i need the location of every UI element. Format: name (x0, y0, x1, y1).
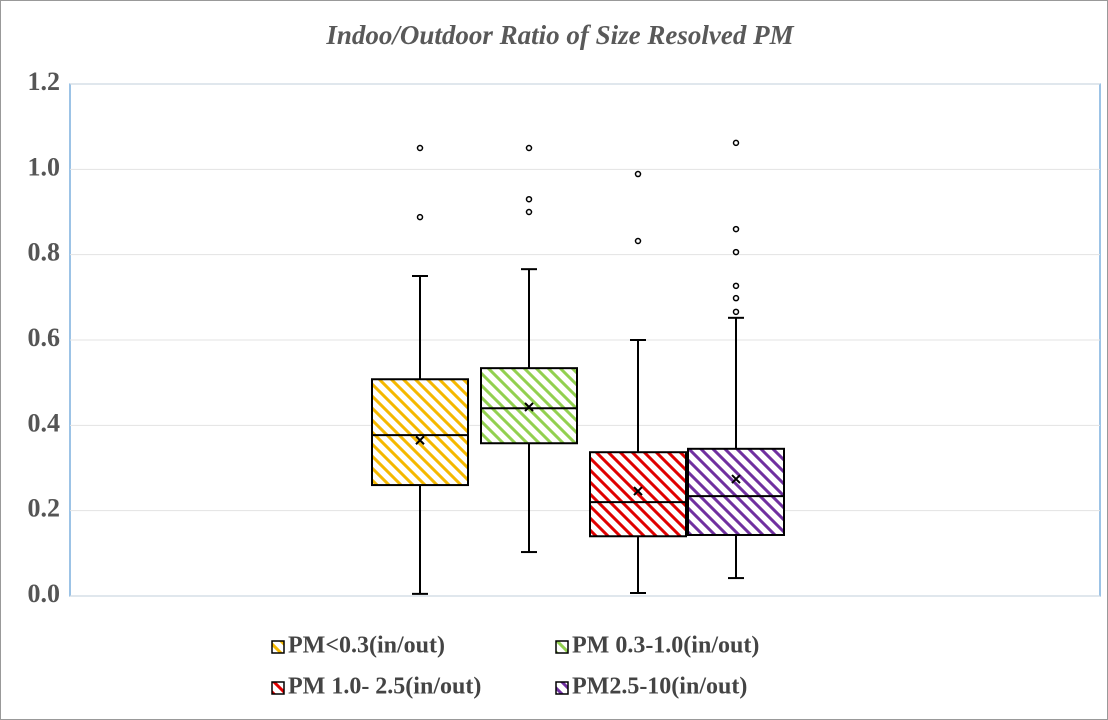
outlier (732, 225, 740, 233)
outlier (732, 248, 740, 256)
outlier (732, 139, 740, 147)
y-tick-label: 0.0 (28, 579, 61, 608)
outlier (525, 208, 533, 216)
box (687, 447, 785, 536)
outlier (732, 294, 740, 302)
legend-label: PM<0.3(in/out) (288, 633, 445, 659)
outlier (634, 237, 642, 245)
legend-label: PM 0.3-1.0(in/out) (572, 633, 759, 659)
mean-marker (731, 474, 741, 484)
legend-swatch (271, 640, 285, 654)
y-tick-label: 0.6 (28, 323, 61, 352)
mean-marker (633, 486, 643, 496)
outlier (732, 308, 740, 316)
legend-label: PM 1.0- 2.5(in/out) (288, 674, 481, 700)
y-tick-label: 1.2 (28, 67, 61, 96)
y-tick-label: 1.0 (28, 152, 61, 181)
outlier (525, 144, 533, 152)
outlier (525, 195, 533, 203)
outlier (732, 282, 740, 290)
mean-marker (415, 435, 425, 445)
outlier (416, 213, 424, 221)
legend-label: PM2.5-10(in/out) (572, 674, 747, 700)
outlier (416, 144, 424, 152)
chart-title: Indoo/Outdoor Ratio of Size Resolved PM (325, 20, 794, 50)
mean-marker (524, 402, 534, 412)
box (589, 451, 687, 538)
box (371, 378, 469, 487)
legend-swatch (555, 681, 569, 695)
y-tick-label: 0.2 (28, 494, 61, 523)
y-tick-label: 0.4 (28, 408, 61, 437)
legend-swatch (271, 681, 285, 695)
y-tick-label: 0.8 (28, 238, 61, 267)
legend-swatch (555, 640, 569, 654)
outlier (634, 170, 642, 178)
